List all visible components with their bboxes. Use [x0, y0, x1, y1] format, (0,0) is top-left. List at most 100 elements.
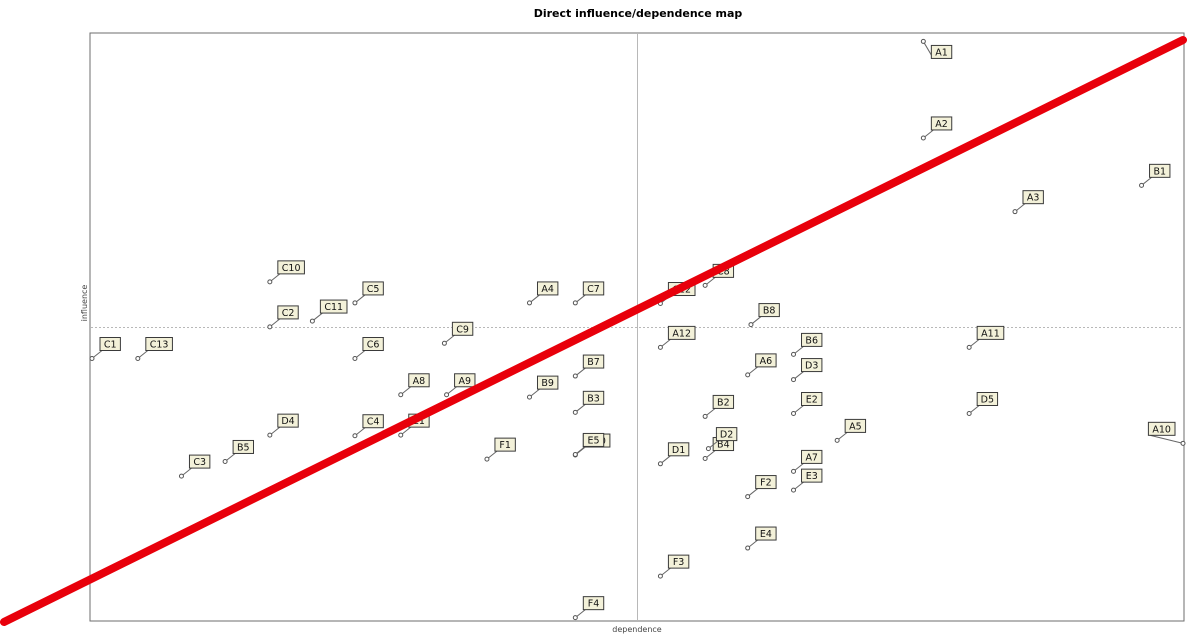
point-marker [352, 433, 358, 439]
point-label-box [232, 439, 255, 454]
point-label: A4 [541, 284, 554, 295]
point-label-box [667, 554, 690, 569]
data-point-c1: C1 [89, 337, 121, 362]
point-label-box [667, 442, 690, 457]
point-marker [657, 344, 663, 350]
point-marker [920, 135, 926, 141]
point-marker [791, 377, 797, 383]
point-label: A7 [805, 452, 818, 463]
point-label-box [844, 418, 867, 433]
point-marker [834, 437, 840, 443]
chart-title: Direct influence/dependence map [534, 7, 743, 20]
data-point-c3: C3 [178, 454, 211, 479]
point-marker [1012, 209, 1018, 215]
point-label: C10 [282, 263, 301, 274]
data-point-a12: A12 [657, 325, 696, 350]
point-label: C1 [104, 340, 117, 351]
point-marker [702, 456, 708, 462]
point-marker [526, 394, 532, 400]
point-marker [441, 340, 447, 346]
point-label: B8 [763, 306, 776, 317]
point-label-box [582, 432, 605, 447]
data-point-b2: B2 [702, 394, 735, 419]
point-label-box [801, 468, 823, 483]
data-point-d4: D4 [267, 413, 299, 438]
data-point-c5: C5 [352, 281, 384, 306]
data-point-b3: B3 [572, 390, 605, 415]
point-label: E3 [806, 471, 818, 482]
data-point-d2: D2 [705, 427, 738, 452]
point-label-box [277, 260, 305, 275]
point-marker [178, 473, 184, 479]
point-label-box [712, 394, 735, 409]
point-marker [267, 324, 273, 330]
point-label-box [976, 391, 999, 406]
point-marker [705, 446, 711, 452]
point-marker [572, 373, 578, 379]
data-point-c7: C7 [572, 281, 605, 306]
point-marker [526, 300, 532, 306]
point-label: C3 [193, 457, 206, 468]
data-point-a4: A4 [526, 281, 559, 306]
data-point-e3: E3 [791, 468, 823, 493]
point-marker [791, 410, 797, 416]
data-point-b5: B5 [222, 439, 255, 464]
point-label: C5 [367, 284, 380, 295]
point-marker [702, 413, 708, 419]
data-point-a10: A10 [1147, 421, 1186, 446]
point-marker [352, 300, 358, 306]
point-label-box [1022, 190, 1044, 205]
data-point-b7: B7 [572, 354, 605, 379]
leader-line [1150, 434, 1184, 444]
data-point-b1: B1 [1139, 163, 1171, 188]
point-label: A12 [672, 328, 691, 339]
point-label: A1 [935, 47, 948, 58]
point-label-box [801, 391, 823, 406]
data-point-a1: A1 [920, 38, 953, 59]
point-label: A8 [413, 376, 426, 387]
data-point-f3: F3 [657, 554, 690, 579]
data-point-c11: C11 [309, 299, 348, 324]
point-marker [572, 615, 578, 621]
point-label-box [755, 475, 777, 490]
data-point-d5: D5 [966, 391, 999, 416]
point-marker [702, 282, 708, 288]
plot-frame [89, 32, 1185, 622]
point-marker [657, 573, 663, 579]
point-marker [267, 279, 273, 285]
point-label-box [319, 299, 348, 314]
data-point-c10: C10 [267, 260, 305, 285]
point-marker [748, 322, 754, 328]
point-marker [398, 392, 404, 398]
point-marker [657, 461, 663, 467]
data-point-a11: A11 [966, 325, 1005, 350]
point-marker [484, 456, 490, 462]
point-label-box [801, 332, 823, 347]
point-label: C7 [587, 284, 600, 295]
point-label: F1 [499, 440, 511, 451]
data-point-f1: F1 [484, 437, 516, 462]
point-marker [444, 392, 450, 398]
point-marker [966, 344, 972, 350]
point-marker [572, 451, 578, 457]
point-label-box [536, 375, 559, 390]
data-point-d1: D1 [657, 442, 690, 467]
point-label-box [362, 414, 384, 429]
data-point-c4: C4 [352, 414, 384, 439]
point-marker [267, 432, 273, 438]
point-label-box [582, 281, 605, 296]
data-point-f4: F4 [572, 596, 605, 621]
point-label: F3 [673, 557, 685, 568]
point-label-box [362, 281, 384, 296]
data-point-a2: A2 [920, 116, 953, 141]
data-point-e5: E5 [572, 432, 605, 457]
point-label: B2 [717, 397, 730, 408]
point-label-box [451, 321, 474, 336]
point-label: E5 [587, 435, 599, 446]
point-marker [1180, 440, 1186, 446]
point-label: B6 [805, 335, 818, 346]
point-label: C8 [717, 266, 730, 277]
data-point-a3: A3 [1012, 190, 1044, 215]
data-point-a7: A7 [791, 449, 823, 474]
